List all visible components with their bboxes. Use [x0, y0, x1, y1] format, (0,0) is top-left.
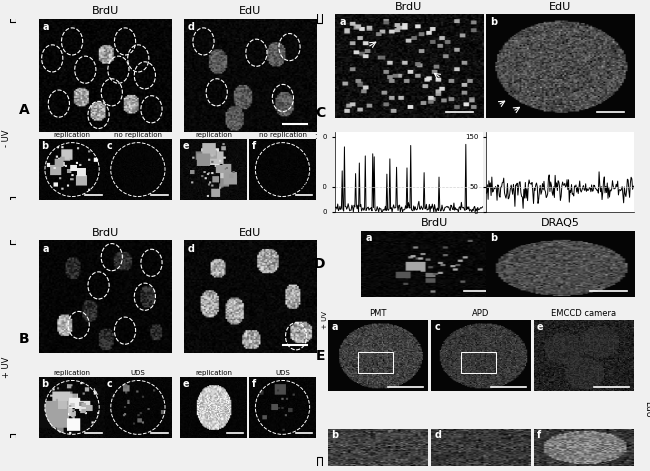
Text: DRAQ5: DRAQ5: [541, 219, 579, 228]
Text: E: E: [315, 349, 325, 363]
Text: UDS: UDS: [131, 370, 145, 376]
Text: BrdU: BrdU: [421, 219, 448, 228]
Text: b: b: [41, 141, 48, 151]
Text: a: a: [43, 244, 49, 253]
Text: c: c: [107, 379, 112, 389]
Text: PMT: PMT: [369, 309, 387, 318]
Text: - UV: - UV: [2, 129, 11, 146]
Text: no replication: no replication: [259, 132, 307, 138]
Text: f: f: [537, 430, 541, 440]
Text: c: c: [434, 322, 440, 333]
Text: BrdU: BrdU: [92, 7, 119, 16]
Text: replication: replication: [53, 132, 90, 138]
Text: b: b: [490, 233, 497, 243]
Bar: [358, 352, 393, 373]
Text: e: e: [537, 322, 543, 333]
Text: a: a: [43, 22, 49, 32]
Text: D: D: [313, 257, 325, 271]
Text: replication: replication: [195, 370, 232, 376]
Text: EdU: EdU: [239, 228, 261, 238]
Text: e: e: [183, 141, 189, 151]
Text: f: f: [252, 379, 255, 389]
Text: d: d: [188, 244, 194, 253]
Text: d: d: [188, 22, 194, 32]
Text: a: a: [339, 17, 346, 27]
Bar: [461, 352, 496, 373]
Text: EdU: EdU: [549, 2, 571, 12]
Y-axis label: fluo. (a.u.): fluo. (a.u.): [302, 154, 308, 190]
Text: b: b: [41, 379, 48, 389]
Text: EMCCD camera: EMCCD camera: [551, 309, 616, 318]
Text: b: b: [332, 430, 339, 440]
Text: c: c: [107, 141, 112, 151]
Text: BrdU: BrdU: [92, 228, 119, 238]
Text: EdU: EdU: [644, 401, 650, 418]
Text: a: a: [365, 233, 372, 243]
Text: A: A: [18, 103, 29, 116]
Text: + UV: + UV: [2, 357, 11, 378]
Text: BrdU: BrdU: [395, 2, 422, 12]
Text: d: d: [434, 430, 441, 440]
Text: f: f: [252, 141, 255, 151]
Text: C: C: [315, 106, 325, 120]
Text: no replication: no replication: [114, 132, 162, 138]
Text: replication: replication: [195, 132, 232, 138]
Text: a: a: [332, 322, 338, 333]
Text: EdU: EdU: [239, 7, 261, 16]
Text: UDS: UDS: [275, 370, 290, 376]
Text: e: e: [183, 379, 189, 389]
Text: replication: replication: [53, 370, 90, 376]
Text: + UV: + UV: [322, 311, 328, 329]
Text: B: B: [19, 332, 29, 346]
Text: APD: APD: [473, 309, 489, 318]
Text: b: b: [490, 17, 497, 27]
